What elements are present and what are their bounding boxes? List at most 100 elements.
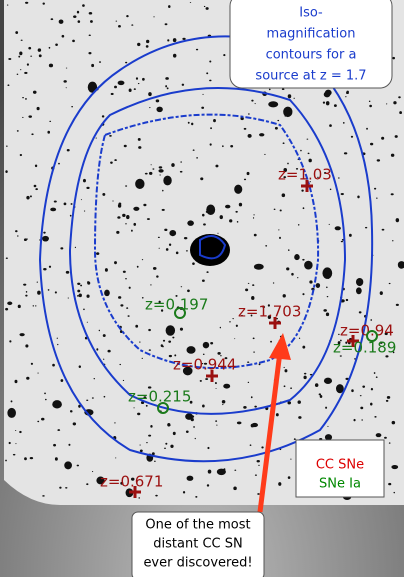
- galaxy: [207, 484, 209, 486]
- callout-text: contours for a: [266, 48, 357, 63]
- galaxy: [279, 237, 281, 239]
- galaxy: [153, 267, 157, 270]
- galaxy: [21, 40, 23, 41]
- galaxy: [35, 164, 37, 167]
- galaxy: [149, 172, 152, 175]
- galaxy: [300, 150, 302, 152]
- galaxy: [210, 143, 212, 145]
- sn-label: z=0.944: [173, 356, 236, 374]
- galaxy: [137, 43, 140, 46]
- galaxy: [33, 305, 35, 306]
- galaxy: [116, 231, 119, 234]
- galaxy: [232, 318, 234, 319]
- galaxy: [176, 252, 179, 255]
- galaxy: [114, 261, 117, 264]
- galaxy: [376, 197, 377, 198]
- galaxy: [135, 325, 138, 328]
- galaxy: [66, 271, 70, 274]
- galaxy: [39, 54, 42, 57]
- galaxy: [156, 275, 158, 277]
- galaxy: [125, 223, 127, 224]
- galaxy: [6, 258, 8, 259]
- galaxy: [44, 393, 46, 395]
- galaxy: [330, 189, 332, 190]
- galaxy: [54, 200, 57, 202]
- galaxy: [109, 135, 112, 137]
- galaxy: [38, 48, 41, 51]
- galaxy: [17, 74, 19, 75]
- galaxy: [182, 38, 185, 40]
- galaxy: [288, 94, 292, 98]
- galaxy: [244, 179, 246, 181]
- galaxy: [186, 431, 189, 433]
- galaxy: [125, 185, 127, 186]
- galaxy: [112, 200, 113, 201]
- galaxy: [165, 85, 167, 87]
- galaxy: [83, 179, 86, 183]
- galaxy: [255, 474, 257, 476]
- galaxy: [24, 457, 27, 460]
- galaxy: [195, 438, 196, 439]
- galaxy: [287, 163, 289, 165]
- galaxy: [326, 313, 329, 317]
- galaxy: [357, 195, 359, 198]
- galaxy: [57, 338, 58, 339]
- galaxy: [206, 7, 209, 10]
- galaxy: [159, 248, 160, 249]
- galaxy: [7, 5, 8, 6]
- galaxy: [278, 229, 279, 230]
- galaxy: [384, 437, 387, 439]
- galaxy: [49, 266, 51, 268]
- galaxy: [381, 137, 384, 140]
- galaxy: [208, 470, 212, 474]
- galaxy: [202, 280, 205, 282]
- galaxy: [77, 465, 79, 467]
- galaxy: [223, 54, 225, 56]
- galaxy: [77, 11, 79, 14]
- galaxy: [335, 226, 341, 230]
- galaxy: [217, 233, 218, 234]
- galaxy: [81, 199, 82, 200]
- galaxy: [193, 149, 195, 151]
- galaxy: [351, 136, 353, 138]
- galaxy: [42, 495, 45, 497]
- galaxy: [27, 63, 29, 65]
- galaxy: [304, 261, 312, 270]
- galaxy: [64, 461, 72, 469]
- galaxy: [49, 64, 53, 68]
- galaxy: [399, 111, 402, 114]
- legend-ia: SNe Ia: [319, 477, 361, 492]
- galaxy: [205, 378, 208, 380]
- galaxy: [247, 172, 250, 175]
- galaxy: [115, 457, 116, 458]
- galaxy: [52, 400, 62, 408]
- galaxy: [248, 113, 250, 114]
- galaxy: [23, 284, 26, 286]
- galaxy: [59, 487, 61, 489]
- galaxy: [123, 380, 124, 381]
- galaxy: [104, 396, 106, 398]
- galaxy: [118, 296, 121, 299]
- galaxy: [334, 104, 337, 107]
- galaxy: [71, 203, 73, 205]
- galaxy: [107, 350, 110, 353]
- galaxy: [15, 443, 16, 444]
- galaxy: [294, 254, 300, 260]
- galaxy: [392, 57, 395, 59]
- galaxy: [217, 352, 220, 355]
- galaxy: [164, 229, 167, 231]
- galaxy: [28, 47, 31, 50]
- galaxy: [338, 177, 340, 178]
- galaxy: [252, 284, 254, 286]
- galaxy: [290, 459, 291, 460]
- galaxy: [168, 5, 170, 8]
- galaxy: [133, 223, 136, 226]
- galaxy: [188, 122, 190, 124]
- slide: CC SNe SNe Ia Iso-magnificationcontours …: [0, 0, 404, 577]
- galaxy: [116, 21, 118, 22]
- galaxy: [284, 385, 286, 387]
- galaxy: [251, 100, 253, 102]
- galaxy: [202, 405, 205, 408]
- galaxy: [286, 267, 289, 270]
- galaxy: [254, 406, 257, 408]
